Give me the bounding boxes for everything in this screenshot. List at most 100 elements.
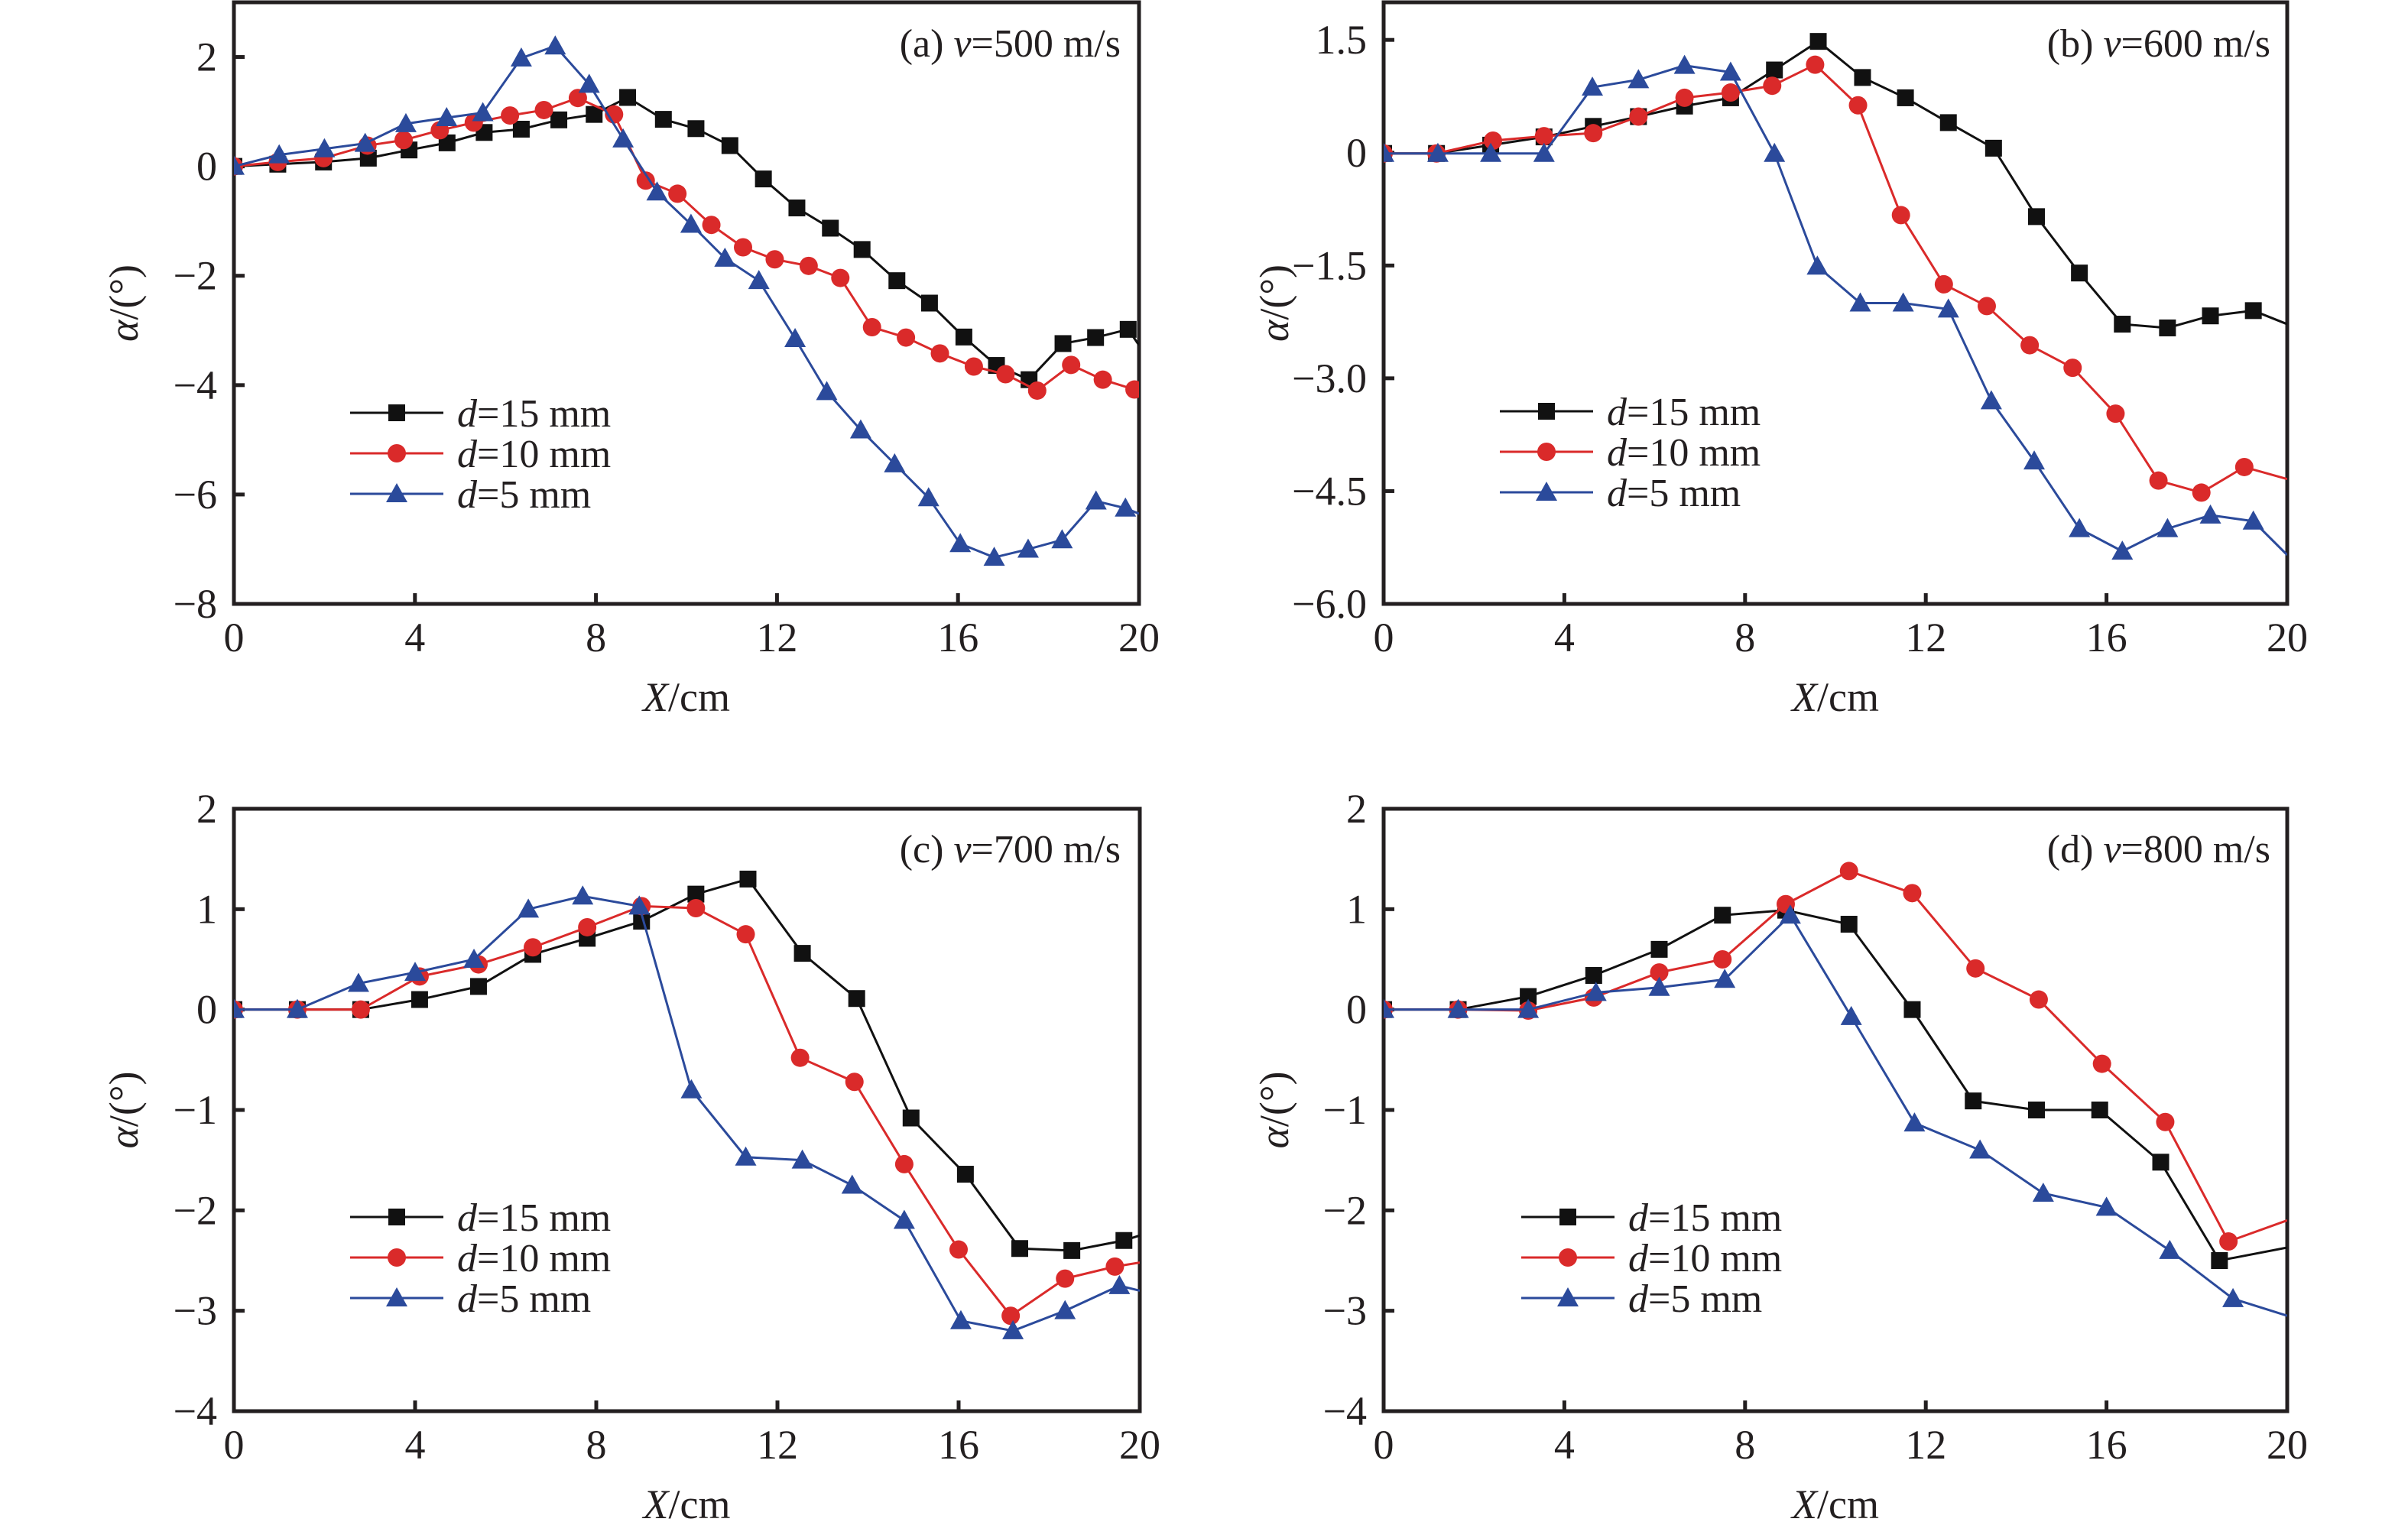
data-point	[234, 998, 245, 1018]
legend-marker	[1536, 482, 1557, 501]
legend-label: d=5 mm	[1628, 1277, 1762, 1321]
data-point	[2023, 450, 2046, 470]
data-point	[822, 219, 839, 237]
y-tick-label: 0	[1346, 987, 1367, 1033]
data-point	[512, 120, 530, 138]
data-point	[1779, 904, 1801, 924]
series-d-10-mm	[1384, 862, 2287, 1251]
data-point	[1582, 76, 1604, 96]
data-point	[1125, 380, 1139, 399]
data-point	[1714, 907, 1731, 924]
data-point	[268, 144, 290, 164]
data-point	[1054, 335, 1072, 352]
series-d-15-mm	[234, 89, 1139, 388]
y-tick-label: 1	[196, 886, 217, 932]
data-point	[2156, 1112, 2175, 1131]
y-tick-label: −1.5	[1292, 242, 1367, 288]
data-point	[687, 885, 705, 903]
data-point	[568, 89, 587, 108]
data-point	[2111, 540, 2134, 560]
legend-marker	[388, 444, 406, 462]
y-tick-label: −4	[174, 1388, 217, 1434]
data-point	[1051, 529, 1073, 549]
series-d-5-mm	[234, 885, 1140, 1339]
data-point	[411, 991, 428, 1008]
y-tick-label: −6	[174, 472, 217, 518]
y-tick-label: −1	[174, 1087, 217, 1133]
data-point	[714, 247, 736, 267]
data-point	[1087, 329, 1105, 346]
data-point	[2029, 990, 2048, 1009]
data-point	[790, 1048, 810, 1067]
series-d-10-mm	[234, 897, 1140, 1326]
data-point	[2069, 518, 2091, 537]
data-point	[735, 1146, 757, 1166]
x-tick-label: 20	[2267, 615, 2308, 660]
legend-label: d=10 mm	[457, 433, 611, 476]
x-axis-title: X/cm	[642, 1481, 731, 1527]
data-point	[510, 47, 532, 67]
x-tick-label: 20	[1118, 615, 1160, 660]
plot-frame	[1381, 0, 2290, 606]
x-tick-label: 20	[2267, 1422, 2308, 1468]
data-point	[586, 105, 603, 123]
legend-item: d=10 mm	[1500, 431, 1761, 475]
data-point	[2106, 404, 2125, 424]
data-point	[848, 990, 865, 1008]
data-point	[578, 917, 597, 936]
x-tick-label: 8	[586, 615, 606, 660]
data-point	[736, 925, 755, 944]
series-line	[1384, 913, 2287, 1317]
data-point	[1085, 490, 1107, 510]
series-d-15-mm	[234, 870, 1140, 1259]
data-point	[469, 978, 487, 995]
y-axis-title: α/(°)	[1251, 1072, 1297, 1149]
x-tick-label: 16	[938, 1422, 979, 1468]
data-point	[2114, 316, 2131, 333]
data-point	[2071, 264, 2088, 282]
data-point	[1806, 255, 1829, 275]
series-d-10-mm	[234, 89, 1139, 400]
legend-item: d=10 mm	[350, 1237, 611, 1280]
data-point	[765, 250, 784, 269]
chart-panel-d: 0 4 8 12 16 20 2 1 0 −1 −2 −3 −4 X/cm α/(°) (d) v=800 m…	[1251, 786, 2308, 1527]
data-point	[578, 73, 600, 93]
data-point	[612, 128, 634, 148]
data-point	[2092, 1054, 2111, 1073]
x-tick-label: 12	[1905, 1422, 1946, 1468]
legend-label: d=15 mm	[1607, 391, 1761, 434]
data-point	[680, 213, 702, 233]
data-point	[1675, 88, 1694, 107]
data-point	[964, 357, 983, 376]
legend: d=15 mmd=10 mmd=5 mm	[350, 392, 611, 517]
data-point	[2149, 471, 2168, 490]
data-point	[1115, 497, 1137, 517]
data-point	[636, 171, 655, 190]
data-point	[1980, 390, 2002, 410]
data-point	[1517, 998, 1540, 1018]
data-point	[1584, 124, 1603, 143]
panel-title: (c) v=700 m/s	[900, 828, 1121, 871]
legend-item: d=10 mm	[1521, 1237, 1782, 1280]
legend-item: d=5 mm	[1521, 1277, 1762, 1321]
data-point	[1001, 1306, 1021, 1326]
data-point	[799, 256, 818, 275]
data-point	[524, 938, 543, 957]
x-tick-label: 20	[1119, 1422, 1160, 1468]
legend-item: d=5 mm	[350, 1277, 591, 1321]
legend-marker	[388, 1209, 405, 1225]
x-tick-label: 16	[2086, 1422, 2127, 1468]
x-tick-label: 0	[1374, 1422, 1394, 1468]
data-point	[234, 155, 245, 175]
data-point	[646, 181, 668, 201]
data-point	[1809, 33, 1827, 50]
data-point	[1629, 107, 1648, 126]
legend-marker	[386, 1287, 407, 1306]
y-axis-title: α/(°)	[101, 1072, 147, 1149]
data-point	[2211, 1252, 2228, 1269]
data-point	[1480, 142, 1502, 162]
legend-item: d=15 mm	[1521, 1196, 1782, 1240]
legend-marker	[386, 483, 407, 502]
data-point	[996, 365, 1015, 384]
data-point	[1484, 131, 1503, 151]
